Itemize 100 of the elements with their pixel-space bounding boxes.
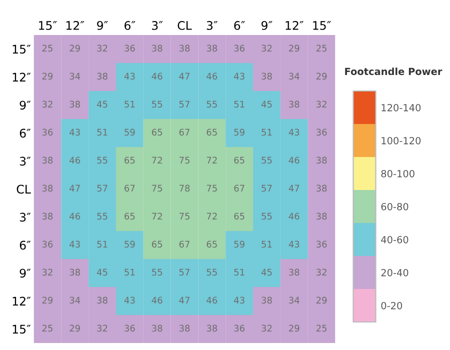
data-label: 38 (262, 72, 272, 80)
data-label: 65 (206, 128, 217, 136)
data-label: 55 (97, 156, 108, 164)
data-label: 75 (152, 184, 162, 192)
data-label: 65 (206, 240, 217, 248)
data-label: 36 (316, 128, 327, 136)
x-tick-label: 12″ (66, 21, 84, 30)
data-label: 47 (179, 72, 190, 80)
data-label: 32 (42, 268, 52, 276)
data-label: 32 (262, 44, 272, 52)
data-label: 25 (42, 324, 52, 332)
data-label: 29 (289, 324, 300, 332)
data-label: 38 (97, 72, 108, 80)
data-label: 32 (42, 100, 52, 108)
data-label: 43 (124, 296, 135, 304)
data-label: 38 (179, 44, 190, 52)
x-tick-label: 3″ (152, 21, 163, 30)
data-label: 34 (289, 296, 300, 304)
y-tick-label: 6″ (20, 240, 31, 250)
data-label: 43 (70, 240, 80, 248)
data-label: 38 (316, 156, 327, 164)
y-tick-label: 12″ (12, 72, 31, 82)
data-label: 45 (261, 100, 272, 108)
data-label: 51 (262, 240, 272, 248)
data-label: 32 (316, 100, 326, 108)
data-label: 65 (234, 212, 244, 220)
x-tick-label: 9″ (262, 21, 272, 30)
x-tick-label: 3″ (206, 21, 218, 30)
x-tick-label: 12″ (286, 21, 304, 30)
data-label: 29 (316, 296, 327, 304)
data-label: 78 (179, 184, 190, 192)
data-label: 36 (124, 324, 135, 332)
data-label: 46 (152, 72, 162, 80)
data-label: 38 (70, 268, 80, 276)
data-label: 43 (234, 296, 244, 304)
data-label: 36 (234, 324, 244, 332)
data-label: 38 (289, 268, 300, 276)
x-tick-label: 6″ (124, 21, 136, 30)
y-tick-label: CL (16, 184, 31, 194)
data-label: 38 (179, 324, 190, 332)
data-label: 43 (288, 240, 300, 248)
data-label: 45 (96, 100, 108, 108)
data-label: 34 (70, 296, 80, 304)
data-label: 38 (289, 100, 300, 108)
data-label: 57 (262, 184, 272, 192)
data-label: 65 (152, 240, 162, 248)
data-label: 57 (179, 268, 190, 276)
data-label: 29 (70, 324, 80, 332)
data-label: 55 (206, 268, 217, 276)
data-label: 65 (152, 128, 162, 136)
color-bar-label: 20-40 (381, 268, 408, 276)
x-tick-label: 15″ (39, 21, 57, 30)
data-label: 47 (70, 184, 80, 192)
y-tick-label: 3″ (20, 212, 31, 222)
data-label: 43 (70, 128, 80, 136)
data-label: 45 (261, 268, 272, 276)
data-label: 38 (152, 44, 162, 52)
data-label: 46 (288, 156, 300, 164)
data-label: 32 (97, 324, 108, 332)
data-label: 38 (70, 100, 80, 108)
data-label: 65 (124, 156, 135, 164)
data-label: 47 (179, 296, 190, 304)
data-label: 29 (316, 72, 327, 80)
x-tick-label: 15″ (313, 21, 331, 30)
data-label: 72 (152, 156, 162, 164)
data-label: 34 (70, 72, 80, 80)
data-label: 38 (206, 324, 218, 332)
data-label: 38 (42, 156, 53, 164)
data-label: 55 (152, 100, 162, 108)
data-label: 29 (42, 296, 53, 304)
data-label: 57 (97, 184, 108, 192)
data-label: 75 (179, 156, 190, 164)
data-label: 46 (152, 296, 162, 304)
data-label: 43 (288, 128, 300, 136)
data-label: 75 (179, 212, 190, 220)
data-label: 36 (316, 240, 327, 248)
data-label: 67 (124, 184, 135, 192)
data-label: 45 (96, 268, 108, 276)
data-label: 51 (124, 268, 135, 276)
data-label: 38 (42, 212, 53, 220)
color-bar-label: 120-140 (382, 104, 421, 112)
y-tick-label: 12″ (12, 296, 31, 306)
data-label: 65 (124, 212, 135, 220)
data-label: 46 (206, 296, 218, 304)
data-label: 46 (70, 212, 80, 220)
color-bar-title: Footcandle Power (345, 68, 442, 76)
data-label: 43 (234, 72, 244, 80)
data-label: 47 (288, 184, 300, 192)
data-label: 36 (42, 128, 53, 136)
data-label: 36 (42, 240, 53, 248)
y-tick-label: 9″ (20, 268, 31, 278)
data-label: 72 (152, 212, 162, 220)
data-label: 29 (289, 44, 300, 52)
color-bar-label: 0-20 (381, 302, 402, 310)
data-label: 38 (206, 44, 218, 52)
data-label: 72 (206, 156, 217, 164)
x-tick-label: 9″ (97, 21, 108, 30)
data-label: 72 (206, 212, 217, 220)
data-label: 32 (97, 44, 108, 52)
data-label: 25 (42, 44, 52, 52)
